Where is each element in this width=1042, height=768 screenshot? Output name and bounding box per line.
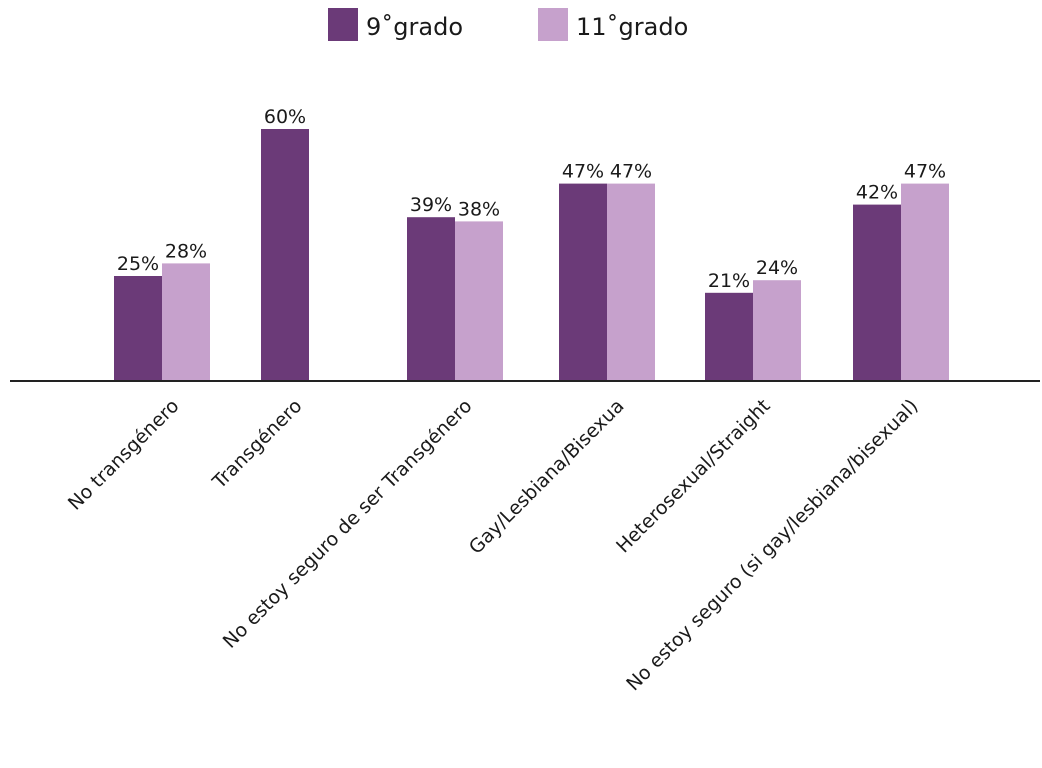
bar-no-seguro-transgenero-11-grado [455,221,503,381]
value-label-no-seguro-gay-11-grado: 47% [904,161,946,183]
category-label-heterosexual-straight: Heterosexual/Straight [612,395,774,557]
legend-label-11-grado: 11˚grado [576,13,688,41]
value-label-no-seguro-transgenero-9-grado: 39% [410,194,452,216]
category-label-no-transgenero: No transgénero [64,395,184,515]
value-label-heterosexual-straight-9-grado: 21% [708,270,750,292]
bar-heterosexual-straight-9-grado [705,292,753,381]
bar-gay-lesbiana-bisexua-9-grado [559,183,607,381]
value-label-heterosexual-straight-11-grado: 24% [756,257,798,279]
category-labels-group: No transgénero Transgénero No estoy seguro… [64,395,923,695]
bar-no-transgenero-9-grado [114,276,162,381]
category-label-no-seguro-gay: No estoy seguro (si gay/lesbiana/bisexua… [622,395,922,695]
value-label-no-transgenero-9-grado: 25% [117,253,159,275]
value-label-transgenero-9-grado: 60% [264,106,306,128]
bar-gay-lesbiana-bisexua-11-grado [607,183,655,381]
value-label-no-seguro-transgenero-11-grado: 38% [458,198,500,220]
value-label-gay-lesbiana-bisexua-9-grado: 47% [562,161,604,183]
value-label-no-seguro-gay-9-grado: 42% [856,182,898,204]
bar-no-seguro-gay-9-grado [853,204,901,381]
category-label-transgenero: Transgénero [208,395,307,494]
legend-swatch-9-grado [328,8,358,41]
bar-transgenero-9-grado [261,129,309,381]
bars-group [114,129,949,381]
legend-swatch-11-grado [538,8,568,41]
bar-no-seguro-gay-11-grado [901,183,949,381]
value-label-no-transgenero-11-grado: 28% [165,240,207,262]
bar-no-transgenero-11-grado [162,263,210,381]
legend: 9˚grado 11˚grado [328,8,688,41]
bar-no-seguro-transgenero-9-grado [407,217,455,381]
value-label-gay-lesbiana-bisexua-11-grado: 47% [610,161,652,183]
legend-label-9-grado: 9˚grado [366,13,463,41]
bar-heterosexual-straight-11-grado [753,280,801,381]
value-labels-group: 25% 28% 60% 39% 38% 47% 47% 21% 24% 42% 47% [117,106,946,292]
category-label-gay-lesbiana-bisexua: Gay/Lesbiana/Bisexua [465,395,629,559]
